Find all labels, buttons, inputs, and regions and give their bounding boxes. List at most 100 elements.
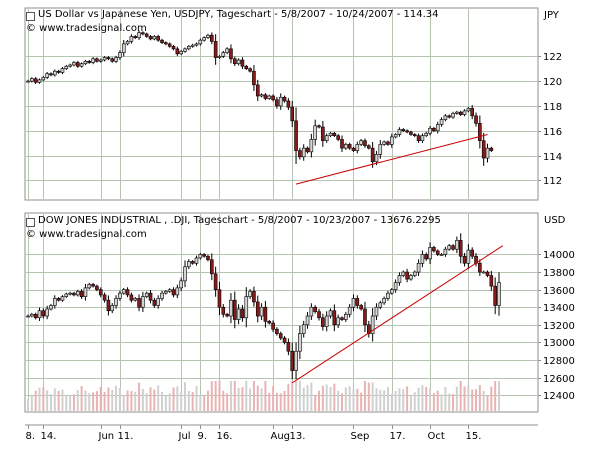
candlestick (393, 279, 398, 293)
candlestick (420, 133, 425, 143)
candlestick (351, 146, 356, 152)
dji-candles (26, 233, 501, 380)
volume-bar (84, 390, 87, 411)
candlestick (489, 270, 494, 291)
candlestick (298, 325, 302, 360)
volume-bar (295, 381, 298, 411)
volume-bar (53, 388, 56, 411)
candlestick (386, 290, 390, 301)
volume-bar (490, 386, 493, 411)
volume-bar (436, 390, 439, 411)
candlestick (324, 133, 329, 143)
candlestick (340, 316, 344, 321)
y-tick-label: 13000 (543, 338, 575, 349)
candlestick (294, 342, 298, 380)
candlestick (148, 35, 153, 41)
volume-bar (386, 387, 389, 411)
candlestick (252, 286, 256, 307)
candlestick (309, 133, 314, 158)
volume-bar (46, 390, 49, 411)
x-tick-label: Jul (178, 431, 191, 442)
candlestick (497, 272, 501, 316)
candlestick (206, 33, 210, 40)
candlestick (68, 63, 72, 68)
candlestick (240, 57, 245, 70)
candlestick (206, 254, 210, 262)
x-tick-label: 13. (290, 431, 306, 442)
volume-bar (394, 390, 397, 411)
candlestick (424, 252, 429, 261)
volume-bar (153, 389, 156, 411)
y-tick-label: 13400 (543, 303, 575, 314)
candlestick (236, 58, 241, 66)
candlestick (416, 133, 421, 143)
candlestick (271, 320, 275, 332)
usdjpy-source-label: © www.tradesignal.com (26, 23, 147, 34)
volume-bar (115, 385, 118, 411)
candlestick (232, 56, 237, 66)
candlestick (98, 287, 103, 298)
candlestick (56, 297, 61, 302)
candlestick (397, 127, 402, 137)
candlestick (278, 331, 283, 340)
candlestick (301, 144, 306, 161)
candlestick (37, 307, 42, 321)
candlestick (225, 47, 229, 55)
candlestick (255, 295, 260, 323)
candlestick (466, 107, 471, 113)
volume-bar (402, 389, 405, 411)
candlestick (64, 292, 69, 299)
x-tick-label: Oct (428, 431, 445, 442)
volume-bar (421, 385, 424, 411)
volume-bar (494, 381, 497, 411)
volume-bar (455, 386, 458, 411)
candlestick (321, 120, 325, 147)
candlestick (190, 260, 195, 265)
candlestick (443, 114, 448, 122)
volume-bar (172, 387, 175, 411)
candlestick (167, 42, 172, 48)
candlestick (95, 57, 99, 63)
x-tick-label: 9. (198, 431, 208, 442)
candlestick (359, 139, 363, 147)
dji-panel-toggle-icon[interactable] (26, 218, 35, 227)
candlestick (125, 287, 130, 298)
candlestick (428, 126, 432, 136)
candlestick (210, 32, 214, 45)
candlestick (194, 255, 199, 266)
candlestick (424, 131, 429, 138)
candlestick (363, 301, 367, 332)
candlestick (290, 101, 295, 127)
candlestick (344, 142, 348, 150)
volume-bar (314, 394, 317, 411)
candlestick (286, 98, 291, 110)
candlestick (493, 277, 497, 315)
candlestick (347, 304, 352, 318)
candlestick (401, 270, 406, 278)
candlestick (244, 64, 249, 71)
volume-bar (34, 390, 37, 411)
y-tick-label: 12600 (543, 374, 575, 385)
candlestick (367, 320, 371, 338)
volume-bar (463, 386, 466, 411)
candlestick (79, 62, 84, 68)
y-tick-label: 118 (543, 102, 562, 113)
volume-bar (310, 382, 313, 411)
candlestick (389, 133, 394, 148)
candlestick (328, 308, 333, 319)
candlestick (313, 305, 317, 314)
candlestick (435, 249, 440, 257)
candlestick (470, 247, 474, 259)
candlestick (451, 111, 455, 119)
candlestick (301, 320, 306, 338)
dji-y-axis: 12400 12600 12800 13000 13200 13400 13600 13800… (538, 250, 575, 402)
usdjpy-trendline (295, 133, 488, 185)
volume-bar (195, 386, 198, 411)
candlestick (481, 270, 486, 274)
usdjpy-panel-toggle-icon[interactable] (26, 12, 35, 21)
candlestick (317, 124, 321, 129)
volume-bar (275, 392, 278, 411)
candlestick (171, 287, 176, 298)
volume-bar (218, 381, 221, 411)
